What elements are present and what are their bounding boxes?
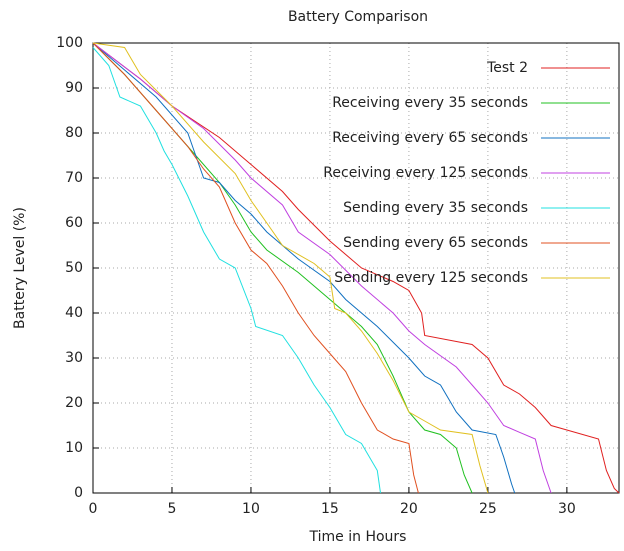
x-tick-label: 0: [89, 501, 98, 517]
y-tick-label: 60: [65, 215, 83, 231]
legend-label: Receiving every 125 seconds: [323, 165, 528, 181]
legend-label: Sending every 35 seconds: [343, 200, 528, 216]
x-tick-label: 5: [168, 501, 177, 517]
y-tick-label: 30: [65, 350, 83, 366]
series-line: [92, 47, 381, 494]
legend-label: Sending every 65 seconds: [343, 235, 528, 251]
y-tick-label: 80: [65, 125, 83, 141]
y-tick-label: 100: [56, 35, 83, 51]
y-tick-label: 0: [74, 485, 83, 501]
series-line: [92, 42, 620, 494]
x-tick-label: 15: [321, 501, 339, 517]
series-line: [92, 42, 552, 494]
series-line: [92, 42, 419, 494]
legend-label: Test 2: [486, 60, 528, 76]
plot-border: [92, 42, 620, 494]
legend-label: Receiving every 65 seconds: [332, 130, 528, 146]
series-line: [92, 42, 516, 494]
legend-label: Receiving every 35 seconds: [332, 95, 528, 111]
x-tick-label: 10: [242, 501, 260, 517]
y-tick-label: 20: [65, 395, 83, 411]
x-tick-label: 20: [400, 501, 418, 517]
chart-title: Battery Comparison: [288, 9, 428, 25]
y-axis-label: Battery Level (%): [12, 207, 28, 329]
x-tick-label: 30: [558, 501, 576, 517]
series-line: [92, 42, 489, 494]
y-tick-label: 40: [65, 305, 83, 321]
legend-label: Sending every 125 seconds: [334, 270, 528, 286]
y-tick-label: 50: [65, 260, 83, 276]
y-tick-label: 90: [65, 80, 83, 96]
y-tick-label: 10: [65, 440, 83, 456]
x-tick-label: 25: [479, 501, 497, 517]
x-axis-label: Time in Hours: [309, 529, 407, 545]
y-tick-label: 70: [65, 170, 83, 186]
